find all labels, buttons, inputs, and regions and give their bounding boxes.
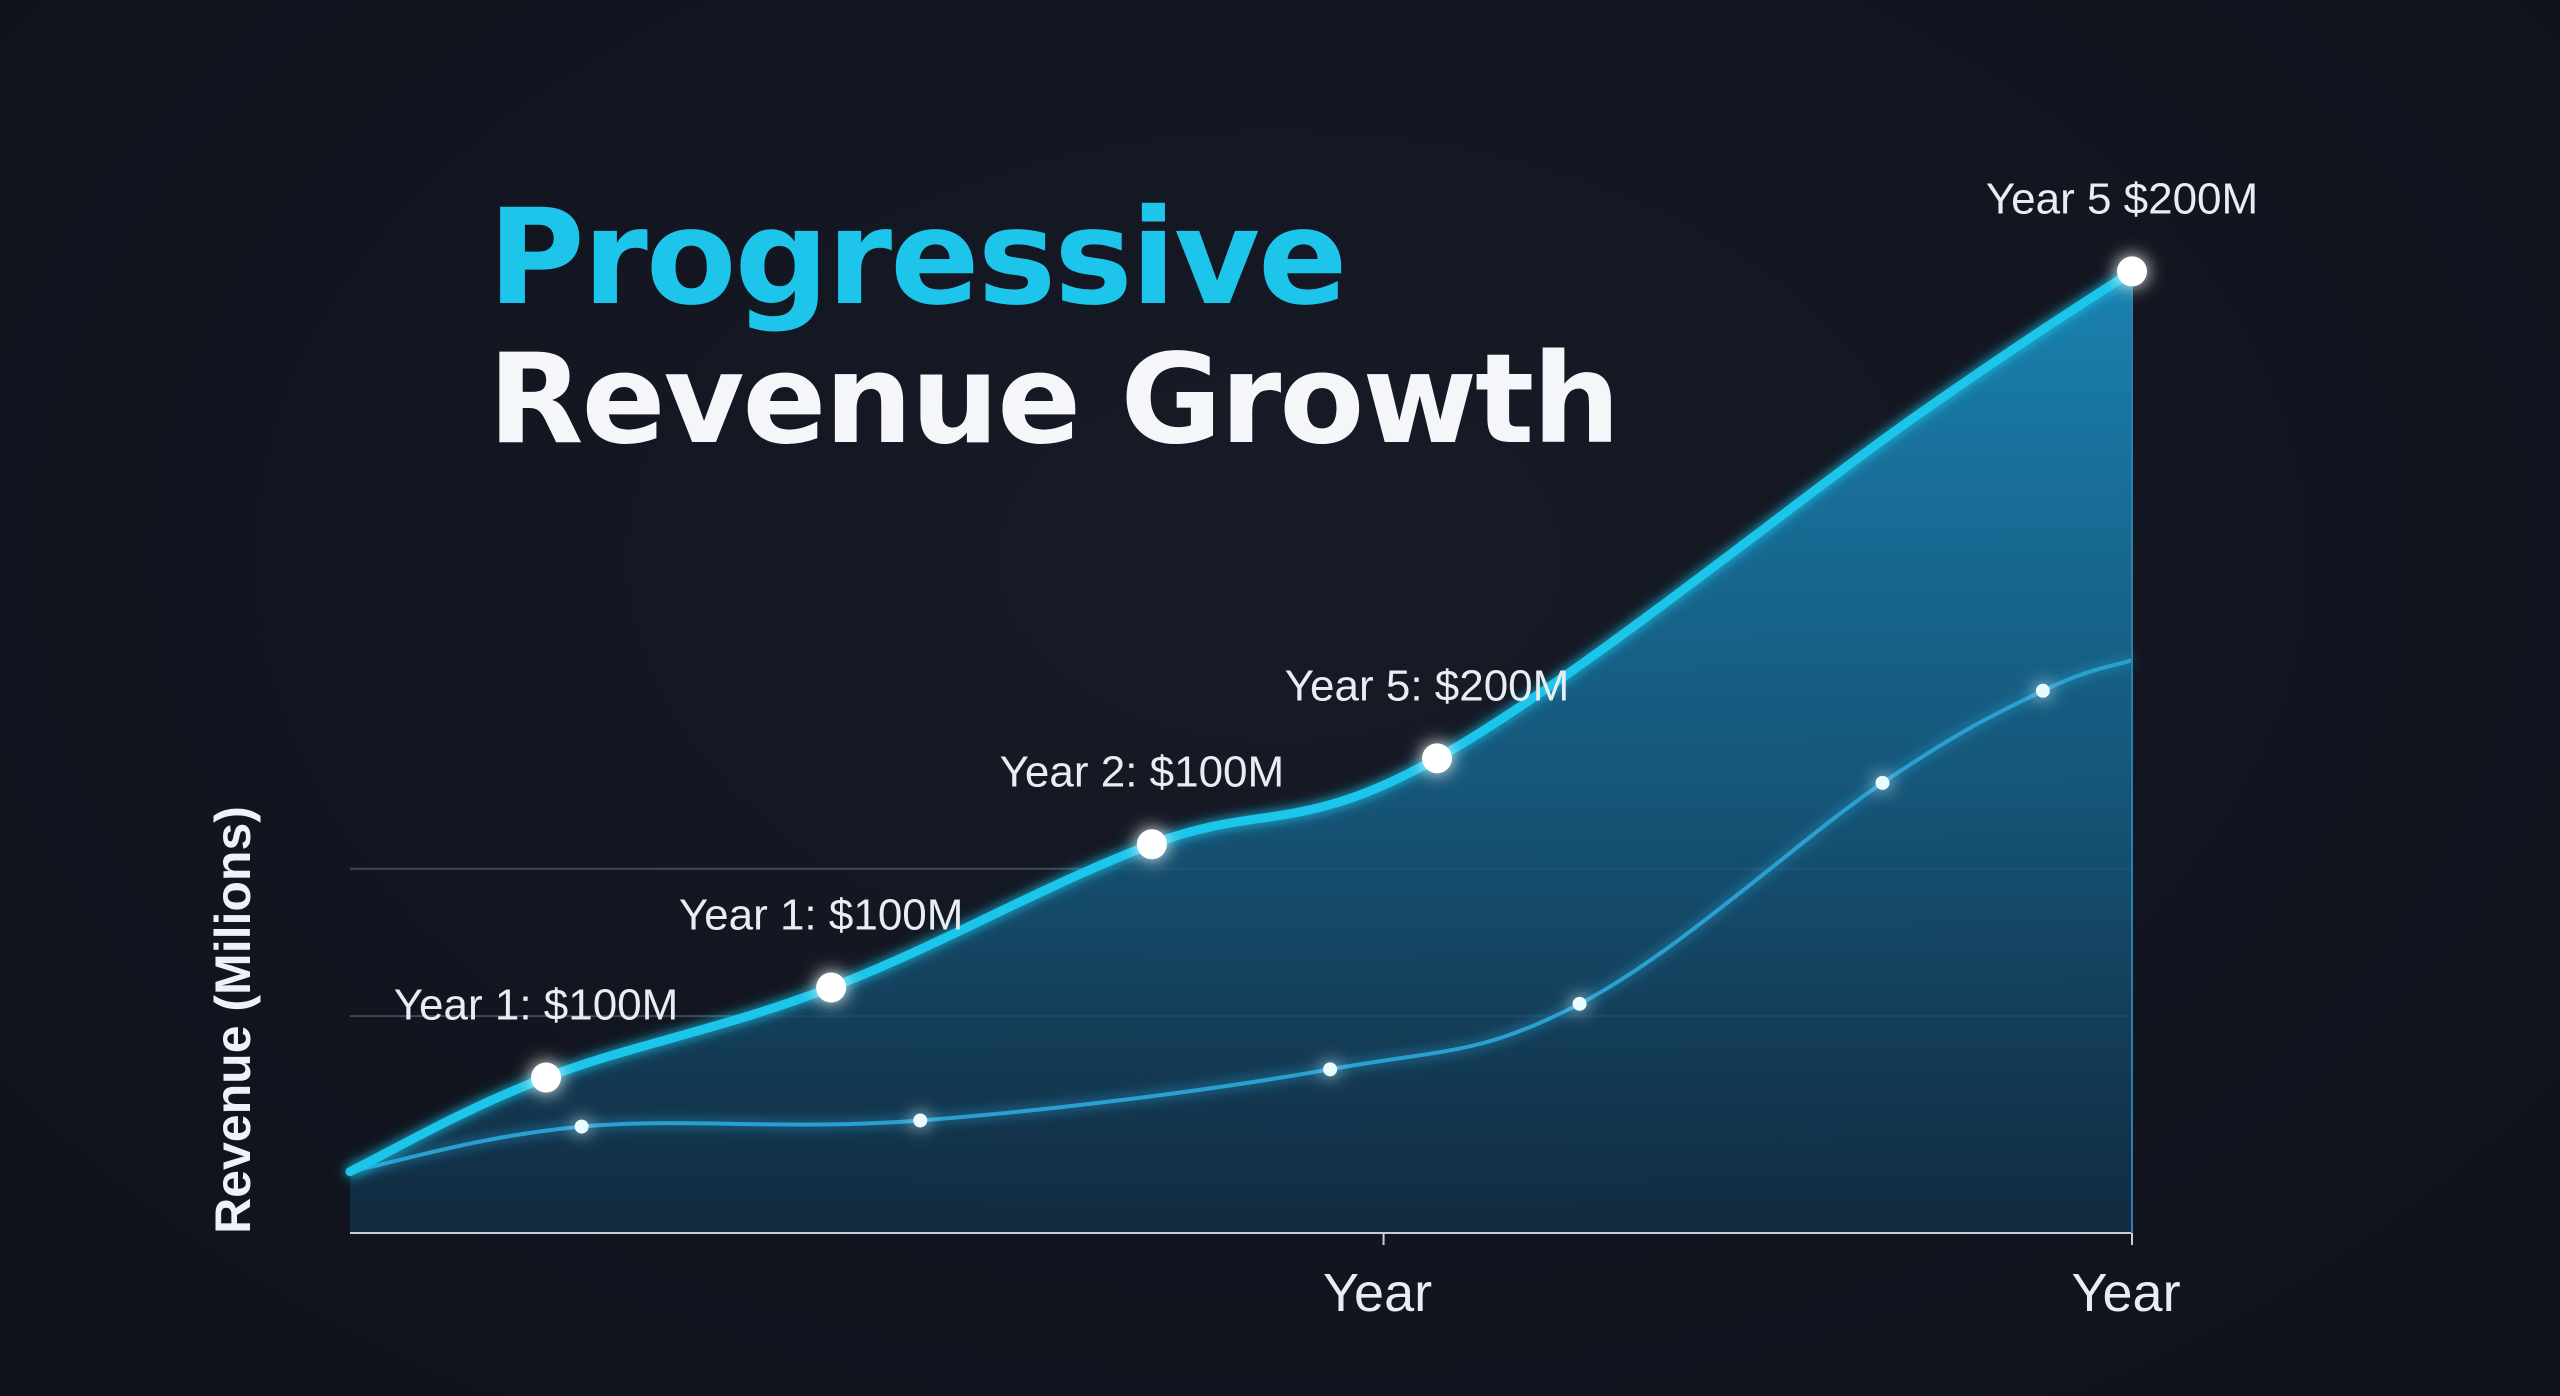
y-axis-label: Revenue (Milions): [205, 806, 261, 1234]
area-fill: [350, 271, 2132, 1233]
primary-series-line: [345, 266, 2137, 1177]
primary-point-1: [531, 1062, 562, 1093]
primary-point-3: [1136, 829, 1167, 860]
data-label-2: Year 1: $100M: [679, 890, 964, 939]
secondary-point-3: [1323, 1062, 1338, 1077]
secondary-point-5: [1875, 775, 1890, 790]
secondary-series-points: [574, 683, 2050, 1134]
secondary-point-2: [913, 1113, 928, 1128]
data-label-4: Year 5: $200M: [1285, 661, 1570, 710]
chart-title: Progressive Revenue Growth: [488, 181, 1621, 472]
chart-title-line-1: Progressive: [488, 181, 1348, 335]
data-label-6: Year 5 $200M: [1986, 174, 2258, 223]
x-tick-label-0: Year: [1323, 1263, 1432, 1323]
axes: [350, 271, 2133, 1234]
x-axis-ticks: Year Year: [1323, 1233, 2181, 1323]
x-tick-label-1: Year: [2071, 1263, 2180, 1323]
primary-point-6: [2117, 256, 2147, 287]
primary-series-points: [531, 256, 2147, 1093]
secondary-point-4: [1572, 996, 1587, 1011]
secondary-point-1: [574, 1119, 589, 1134]
secondary-point-6: [2035, 683, 2050, 698]
data-label-3: Year 2: $100M: [1000, 747, 1285, 796]
secondary-series-line: [349, 658, 2133, 1174]
data-label-1: Year 1: $100M: [394, 981, 679, 1030]
primary-point-2: [816, 972, 847, 1003]
primary-point-4: [1422, 743, 1453, 774]
chart-title-line-2: Revenue Growth: [488, 328, 1621, 472]
